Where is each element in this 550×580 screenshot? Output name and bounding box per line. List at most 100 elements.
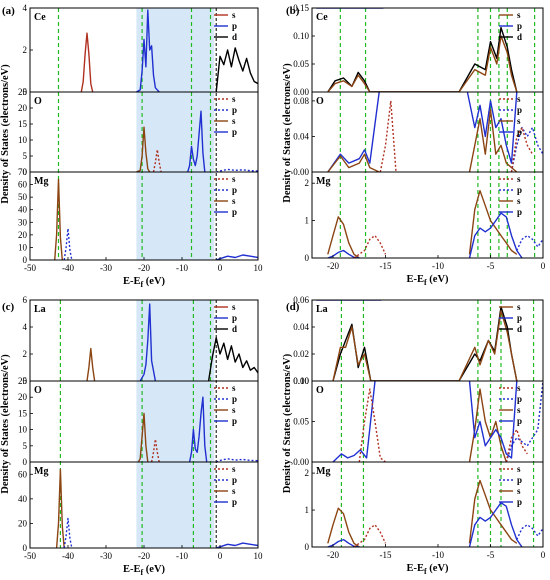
series-line-p [468, 212, 523, 258]
y-tick-label: 0 [23, 167, 28, 177]
y-tick-label: 5 [23, 441, 28, 451]
y-tick-label: 70 [18, 167, 28, 177]
element-label: Ce [316, 12, 328, 23]
series-line-p [215, 458, 258, 462]
series-line-s [137, 412, 149, 462]
y-tick-label: 2 [23, 45, 28, 55]
legend-label: s [517, 302, 521, 312]
y-axis-label: Density of States (electrons/eV) [0, 354, 11, 494]
y-tick-label: 50 [18, 192, 28, 202]
legend-label: p [517, 394, 522, 404]
y-tick-label: 30 [18, 217, 28, 227]
subplot-series-O [136, 110, 258, 172]
y-tick-label: 0.08 [293, 96, 309, 106]
legend-label: s [517, 383, 521, 393]
y-tick-label: 25 [18, 376, 28, 386]
series-line-p [332, 381, 376, 462]
y-axis-label: Density of States (electrons/eV) [0, 64, 11, 204]
x-tick-label: -10 [432, 550, 444, 560]
y-tick-label: 2 [23, 349, 28, 359]
series-line-d [215, 47, 258, 92]
x-tick-label: -10 [432, 261, 444, 271]
element-label: Mg [34, 466, 48, 477]
legend-label: d [517, 324, 522, 334]
legend-label: s [517, 464, 521, 474]
x-tick-label: -20 [138, 263, 150, 273]
legend-label: d [232, 32, 237, 42]
series-line-s [332, 310, 518, 381]
y-tick-label: 0.05 [293, 59, 309, 69]
series-line-s [327, 216, 360, 258]
x-tick-label: -20 [138, 551, 150, 561]
series-line-p [215, 542, 258, 548]
legend-label: s [232, 94, 236, 104]
element-label: Mg [34, 176, 48, 187]
y-tick-label: 10 [18, 135, 28, 145]
subplot-series-La [316, 300, 518, 381]
subplot-series-O [332, 381, 543, 462]
y-tick-label: 0.15 [293, 3, 309, 13]
x-tick-label: 0 [541, 550, 546, 560]
series-line-d [332, 306, 518, 381]
x-axis-label: E-Ef (eV) [406, 274, 449, 287]
x-tick-label: 0 [218, 263, 223, 273]
element-label: O [34, 96, 42, 107]
series-line-p [139, 303, 157, 381]
element-label: O [316, 96, 324, 107]
y-tick-label: 15 [18, 119, 28, 129]
element-label: La [34, 304, 46, 315]
element-label: O [34, 385, 42, 396]
element-label: Ce [34, 12, 46, 23]
legend-label: p [232, 416, 237, 426]
legend-label: s [517, 174, 521, 184]
y-tick-label: 0.05 [293, 417, 309, 427]
subplot-frame [311, 171, 544, 259]
x-tick-label: -5 [487, 550, 495, 560]
series-line-s [468, 479, 518, 544]
legend-label: p [517, 416, 522, 426]
legend-label: p [232, 313, 237, 323]
y-tick-label: 0.00 [293, 167, 309, 177]
x-tick-label: -5 [487, 261, 495, 271]
y-tick-label: 0 [23, 457, 28, 467]
y-axis-label: Density of States (electrons/eV) [282, 63, 293, 203]
y-tick-label: 60 [18, 469, 28, 479]
legend-label: s [517, 94, 521, 104]
y-tick-label: 5 [23, 151, 28, 161]
x-tick-label: -20 [327, 261, 339, 271]
y-tick-label: 20 [18, 103, 28, 113]
series-line-d [207, 337, 258, 381]
y-tick-label: 25 [18, 87, 28, 97]
series-line-p [63, 517, 73, 548]
legend-label: p [517, 207, 522, 217]
legend-label: s [232, 405, 236, 415]
legend-label: p [232, 21, 237, 31]
x-axis-label: E-Ef (eV) [123, 276, 166, 289]
y-tick-label: 1 [305, 505, 310, 515]
series-line-s [80, 32, 94, 92]
series-line-p [466, 92, 518, 164]
legend-label: s [232, 302, 236, 312]
subplot-series-O [327, 92, 543, 172]
y-tick-label: 2 [305, 468, 310, 478]
subplot-frame [311, 461, 544, 548]
series-line-p [516, 524, 543, 540]
x-tick-label: 0 [218, 551, 223, 561]
y-tick-label: 0 [305, 542, 310, 552]
legend-label: p [232, 394, 237, 404]
subplot-series-O [137, 396, 258, 462]
y-tick-label: 0 [305, 253, 310, 263]
element-label: Mg [316, 466, 330, 477]
legend-label: s [517, 405, 521, 415]
legend-label: p [232, 497, 237, 507]
x-tick-label: -50 [24, 551, 36, 561]
legend-label: s [232, 10, 236, 20]
x-tick-label: 0 [541, 261, 546, 271]
series-line-p [215, 254, 258, 260]
subplot-series-Ce [80, 9, 258, 92]
y-tick-label: 20 [18, 230, 28, 240]
x-tick-label: -40 [62, 551, 74, 561]
